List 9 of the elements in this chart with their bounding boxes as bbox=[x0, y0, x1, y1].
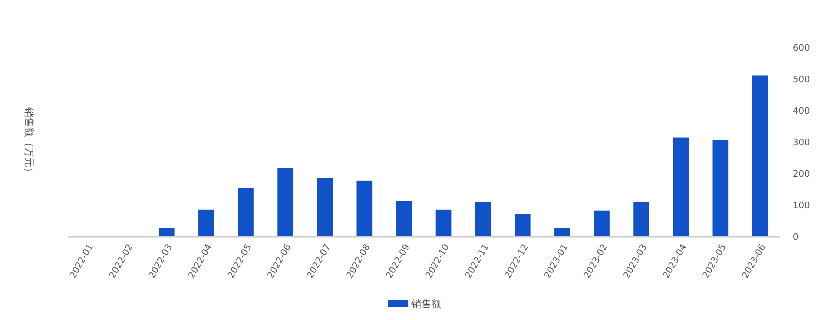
y-tick-label: 300 bbox=[793, 138, 810, 149]
y-tick-label: 500 bbox=[793, 76, 810, 86]
y-tick-label: 600 bbox=[793, 44, 810, 54]
y-tick-label: 100 bbox=[793, 202, 810, 212]
legend-label: 销售额 bbox=[410, 298, 442, 310]
y-tick-label: 200 bbox=[793, 170, 810, 180]
y-tick-label: 400 bbox=[793, 107, 810, 118]
y-tick-label: 0 bbox=[793, 233, 799, 244]
y-axis-title: 销售额（万元） bbox=[23, 106, 35, 178]
